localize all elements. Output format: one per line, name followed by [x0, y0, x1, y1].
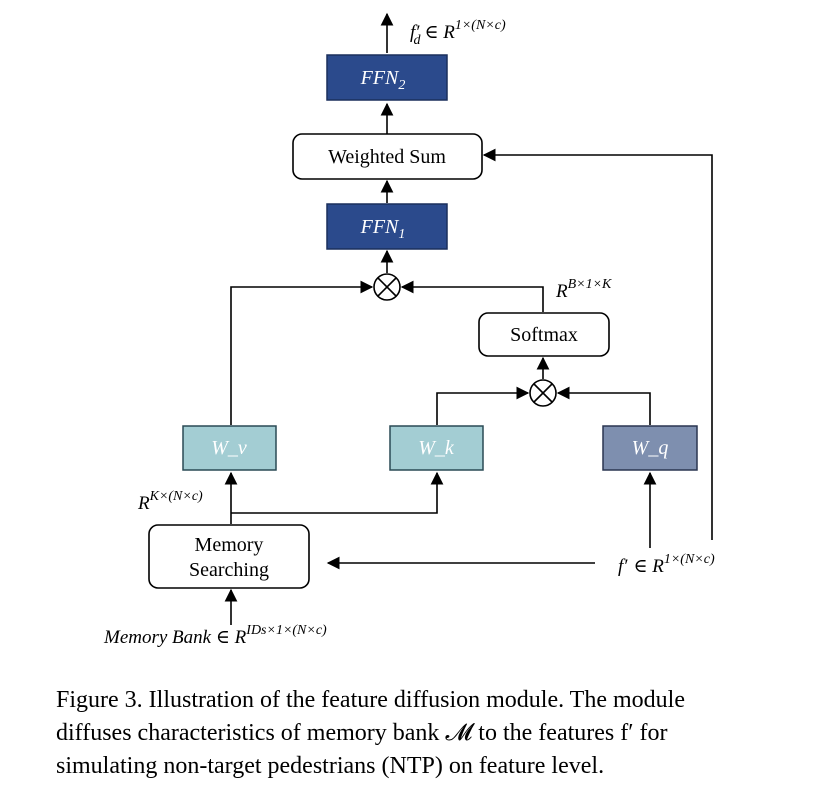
wk-box: W_k: [389, 425, 484, 471]
wv-box: W_v: [182, 425, 277, 471]
caption-line-2: diffuses characteristics of memory bank …: [56, 720, 668, 746]
memory-label-line2: Searching: [189, 559, 269, 581]
connectors: [224, 12, 713, 625]
weighted-sum-box: Weighted Sum: [292, 133, 483, 180]
output-label: f′d ∈ R1×(N×c): [410, 18, 506, 48]
svg-text:FFN1: FFN1: [360, 216, 406, 242]
input-feature-label: f′ ∈ R1×(N×c): [618, 552, 715, 577]
arrow-wq-mult2: [556, 386, 651, 425]
memory-label-line1: Memory: [195, 534, 264, 556]
ffn1-label: FFN: [360, 216, 400, 238]
softmax-output-label: RB×1×K: [555, 277, 612, 302]
figure-caption: Figure 3. Illustration of the feature di…: [56, 684, 796, 783]
softmax-box: Softmax: [478, 312, 610, 357]
memory-output-label: RK×(N×c): [137, 489, 203, 514]
multiply-node-top: [373, 273, 401, 301]
feature-diffusion-diagram: FFN2 Weighted Sum FFN1 Softmax W_v W_k W…: [103, 12, 715, 648]
memory-bank-label: Memory Bank ∈ RIDs×1×(N×c): [103, 623, 327, 648]
wv-label: W_v: [211, 437, 247, 459]
ffn1-subscript: 1: [398, 227, 405, 242]
arrow-wk-mult2: [436, 386, 530, 425]
ffn2-subscript: 2: [398, 78, 405, 93]
arrow-softmax-mult1: [400, 280, 544, 312]
svg-text:FFN2: FFN2: [360, 67, 406, 93]
caption-line-1: Figure 3. Illustration of the feature di…: [56, 687, 685, 713]
wk-label: W_k: [418, 437, 455, 459]
ffn2-label: FFN: [360, 67, 400, 89]
ffn1-box: FFN1: [326, 203, 448, 250]
arrow-memory-wk: [231, 471, 444, 514]
memory-searching-box: Memory Searching: [148, 524, 310, 589]
arrow-wv-mult1: [230, 280, 374, 425]
arrow-input-sum: [482, 148, 713, 540]
ffn2-box: FFN2: [326, 54, 448, 101]
softmax-label: Softmax: [510, 324, 578, 346]
weighted-sum-label: Weighted Sum: [328, 146, 446, 168]
wq-label: W_q: [632, 437, 669, 459]
wq-box: W_q: [602, 425, 698, 471]
caption-line-3: simulating non-target pedestrians (NTP) …: [56, 753, 605, 779]
multiply-node-bottom: [529, 379, 557, 407]
